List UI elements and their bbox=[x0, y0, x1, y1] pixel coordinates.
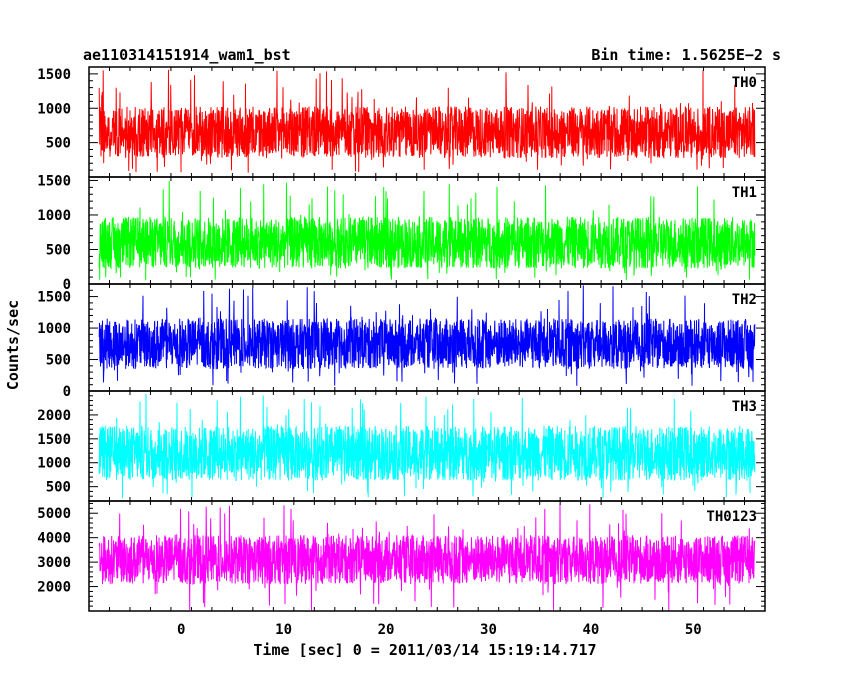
y-tick-label: 1500 bbox=[37, 432, 71, 448]
x-tick-label: 10 bbox=[275, 622, 292, 638]
y-tick-label: 500 bbox=[46, 242, 71, 258]
x-tick-label: 30 bbox=[480, 622, 497, 638]
figure-title: ae110314151914_wam1_bst bbox=[83, 46, 291, 64]
y-tick-label: 2000 bbox=[37, 580, 71, 596]
y-tick-label: 0 bbox=[63, 277, 71, 293]
y-tick-label: 1500 bbox=[37, 173, 71, 189]
series-th3 bbox=[98, 393, 756, 499]
y-tick-label: 1000 bbox=[37, 321, 71, 337]
x-tick-label: 0 bbox=[177, 622, 185, 638]
panels-group: TH050010001500TH1050010001500TH205001000… bbox=[37, 66, 766, 638]
y-tick-label: 1000 bbox=[37, 101, 71, 117]
y-tick-label: 5000 bbox=[37, 506, 71, 522]
x-tick-label: 40 bbox=[582, 622, 599, 638]
panel-label-th0: TH0 bbox=[732, 75, 757, 91]
y-tick-label: 4000 bbox=[37, 531, 71, 547]
y-tick-label: 500 bbox=[46, 136, 71, 152]
bin-time-label: Bin time: 1.5625E−2 s bbox=[591, 46, 781, 64]
panel-label-th3: TH3 bbox=[732, 399, 757, 415]
series-th0123 bbox=[98, 503, 756, 611]
y-tick-label: 1000 bbox=[37, 208, 71, 224]
y-tick-label: 500 bbox=[46, 353, 71, 369]
panel-frame-th0123 bbox=[88, 500, 766, 612]
y-tick-label: 500 bbox=[46, 480, 71, 496]
y-tick-label: 1000 bbox=[37, 456, 71, 472]
series-th2 bbox=[98, 285, 756, 386]
panel-label-th2: TH2 bbox=[732, 292, 757, 308]
y-tick-label: 1500 bbox=[37, 67, 71, 83]
y-tick-label: 0 bbox=[63, 384, 71, 400]
series-th0 bbox=[98, 69, 756, 173]
x-axis-label: Time [sec] 0 = 2011/03/14 15:19:14.717 bbox=[253, 641, 596, 659]
y-axis-label: Counts/sec bbox=[4, 300, 22, 390]
x-tick-label: 50 bbox=[685, 622, 702, 638]
y-tick-label: 1500 bbox=[37, 290, 71, 306]
y-tick-label: 3000 bbox=[37, 555, 71, 571]
series-th1 bbox=[98, 180, 756, 281]
x-tick-label: 20 bbox=[378, 622, 395, 638]
panel-label-th1: TH1 bbox=[732, 185, 757, 201]
panel-label-th0123: TH0123 bbox=[706, 509, 757, 525]
y-tick-label: 2000 bbox=[37, 408, 71, 424]
